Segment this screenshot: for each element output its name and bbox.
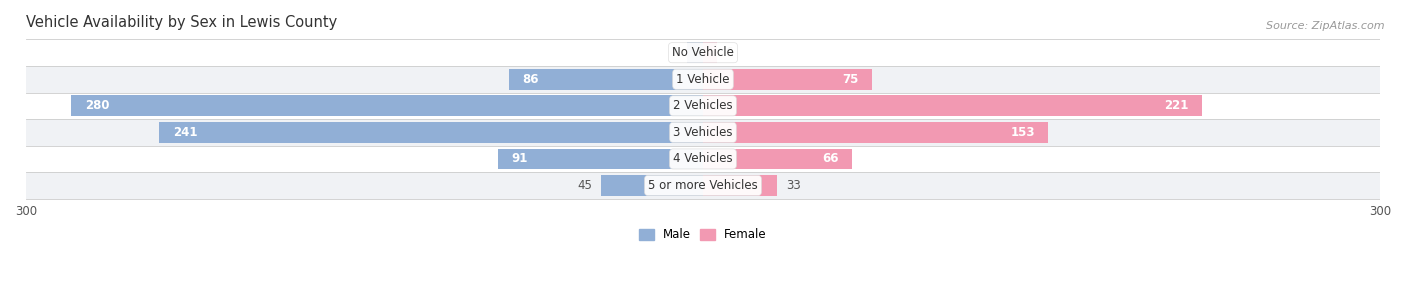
Bar — [27, 39, 1379, 66]
Bar — [159, 122, 703, 143]
Text: 33: 33 — [786, 179, 801, 192]
Bar — [703, 69, 872, 90]
Text: Vehicle Availability by Sex in Lewis County: Vehicle Availability by Sex in Lewis Cou… — [27, 15, 337, 30]
Text: 280: 280 — [84, 99, 110, 112]
Text: 7: 7 — [671, 46, 678, 59]
Bar — [703, 175, 778, 196]
Bar — [27, 92, 1379, 119]
Text: 241: 241 — [173, 126, 197, 139]
Text: 6: 6 — [725, 46, 733, 59]
Bar — [72, 95, 703, 116]
Text: No Vehicle: No Vehicle — [672, 46, 734, 59]
Bar — [688, 42, 703, 63]
Text: 45: 45 — [578, 179, 592, 192]
Legend: Male, Female: Male, Female — [634, 224, 772, 246]
Bar — [27, 172, 1379, 199]
Text: 86: 86 — [523, 73, 538, 86]
Text: 4 Vehicles: 4 Vehicles — [673, 152, 733, 166]
Text: 1 Vehicle: 1 Vehicle — [676, 73, 730, 86]
Bar — [27, 119, 1379, 146]
Bar — [498, 149, 703, 169]
Bar — [509, 69, 703, 90]
Text: 66: 66 — [823, 152, 838, 166]
Bar — [27, 66, 1379, 92]
Bar — [703, 95, 1202, 116]
Text: Source: ZipAtlas.com: Source: ZipAtlas.com — [1267, 21, 1385, 32]
Text: 221: 221 — [1164, 99, 1188, 112]
Text: 91: 91 — [512, 152, 527, 166]
Bar — [602, 175, 703, 196]
Bar — [27, 146, 1379, 172]
Bar — [703, 42, 717, 63]
Text: 2 Vehicles: 2 Vehicles — [673, 99, 733, 112]
Text: 5 or more Vehicles: 5 or more Vehicles — [648, 179, 758, 192]
Bar — [703, 122, 1049, 143]
Bar — [703, 149, 852, 169]
Text: 153: 153 — [1010, 126, 1035, 139]
Text: 3 Vehicles: 3 Vehicles — [673, 126, 733, 139]
Text: 75: 75 — [842, 73, 859, 86]
